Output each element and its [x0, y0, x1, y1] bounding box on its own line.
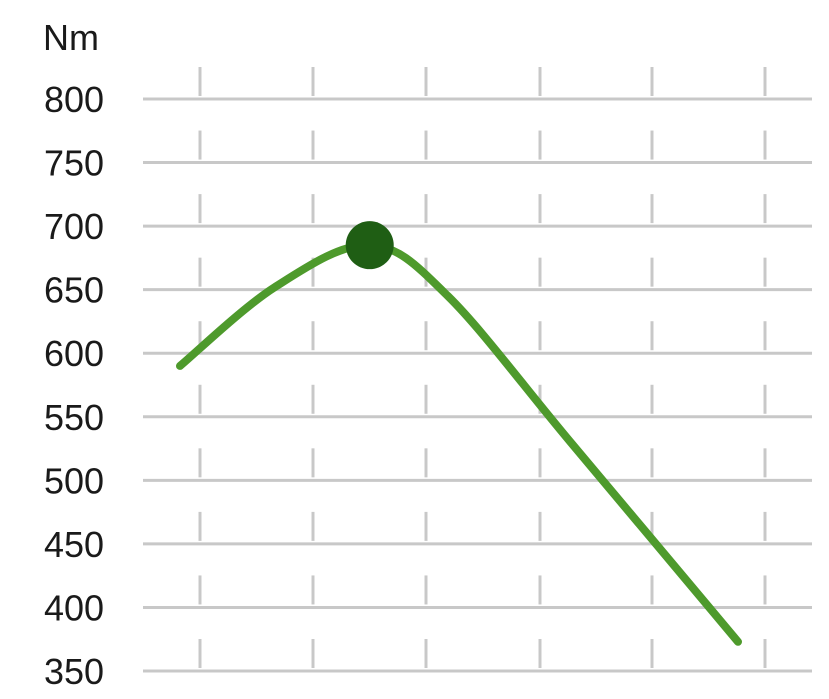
y-tick-label: 550 [44, 397, 104, 438]
y-tick-label: 800 [44, 79, 104, 120]
y-tick-label: 700 [44, 206, 104, 247]
torque-curve-line [176, 241, 742, 646]
y-tick-label: 350 [44, 651, 104, 692]
y-axis-ticks: 800 750 700 650 600 550 500 450 400 350 [44, 79, 104, 692]
grid [143, 67, 812, 673]
y-tick-label: 600 [44, 333, 104, 374]
series-layer [176, 221, 742, 646]
y-tick-label: 500 [44, 460, 104, 501]
peak-torque-marker [345, 221, 394, 270]
y-axis-label: Nm [43, 17, 99, 58]
y-tick-label: 650 [44, 270, 104, 311]
y-tick-label: 750 [44, 143, 104, 184]
y-tick-label: 400 [44, 587, 104, 628]
y-tick-label: 450 [44, 524, 104, 565]
